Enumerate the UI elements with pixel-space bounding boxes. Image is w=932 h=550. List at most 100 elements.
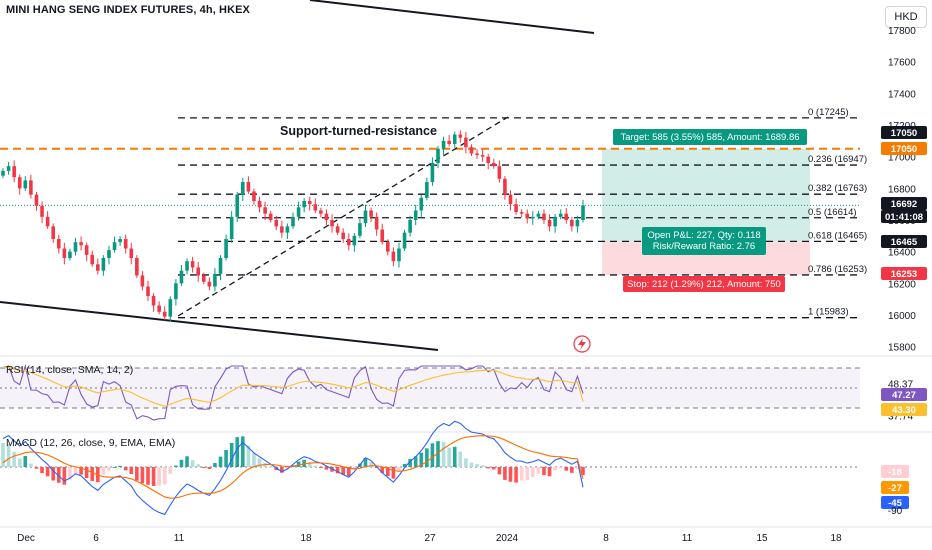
macd-histogram-bar xyxy=(1,442,5,467)
candle-body xyxy=(514,204,518,213)
macd-histogram-bar xyxy=(140,467,145,484)
macd-histogram-bar xyxy=(519,467,524,481)
candle-body xyxy=(346,239,351,246)
macd-histogram-bar xyxy=(397,467,401,472)
macd-histogram-bar xyxy=(224,449,228,467)
time-tick-label: 18 xyxy=(300,533,312,544)
candle-body xyxy=(179,270,184,284)
upper-channel-line xyxy=(309,0,595,34)
candle-body xyxy=(6,166,11,171)
macd-histogram-bar xyxy=(29,463,33,467)
stop-label-bg xyxy=(623,276,785,292)
open-pnl-label-text: Risk/Reward Ratio: 2.76 xyxy=(653,241,755,252)
candle-body xyxy=(157,305,161,312)
candle-body xyxy=(486,156,490,163)
price-badge: 16692 xyxy=(881,197,927,210)
candle-body xyxy=(90,254,95,265)
macd-histogram-bar xyxy=(307,462,312,467)
macd-badge-bg xyxy=(881,465,909,478)
candle-body xyxy=(497,166,502,179)
price-badge-bg xyxy=(881,197,927,210)
macd-histogram-bar xyxy=(430,443,435,467)
candle-body xyxy=(452,134,457,144)
macd-histogram-bar xyxy=(218,456,223,467)
macd-histogram-bar xyxy=(419,452,424,467)
macd-badge: -27 xyxy=(881,481,909,494)
macd-histogram-bar xyxy=(207,467,212,469)
candle-body xyxy=(570,220,574,227)
macd-histogram-bar xyxy=(380,467,385,473)
candle-body xyxy=(525,213,530,219)
macd-label[interactable]: MACD (12, 26, close, 9, EMA, EMA) xyxy=(6,437,176,449)
candle-body xyxy=(391,251,396,262)
macd-histogram-bar xyxy=(12,451,16,467)
macd-histogram-bar xyxy=(531,467,535,477)
price-badge-bg xyxy=(881,210,927,223)
candle-body xyxy=(313,204,318,211)
candle-body xyxy=(369,210,373,217)
candle-body xyxy=(558,213,563,217)
candle-body xyxy=(135,258,139,276)
macd-histogram-bar xyxy=(313,465,318,467)
rsi-label[interactable]: RSI (14, close, SMA, 14, 2) xyxy=(6,364,134,376)
candle-body xyxy=(218,258,223,274)
macd-histogram-bar xyxy=(84,467,89,479)
macd-histogram-bar xyxy=(257,458,262,467)
candle-body xyxy=(213,273,217,287)
macd-badge-text: -27 xyxy=(888,483,902,494)
candle-body xyxy=(274,220,279,227)
lower-channel-line xyxy=(0,301,439,351)
candle-body xyxy=(34,194,39,206)
macd-histogram-bar xyxy=(452,446,457,467)
candle-body xyxy=(101,258,106,271)
macd-histogram-bar xyxy=(341,467,345,475)
macd-histogram-bar xyxy=(469,462,474,467)
candle-body xyxy=(352,235,357,246)
macd-histogram-bar xyxy=(201,467,206,468)
candle-body xyxy=(151,296,156,306)
candle-body xyxy=(168,299,173,317)
candle-body xyxy=(140,275,145,287)
candle-body xyxy=(174,283,178,300)
candle-body xyxy=(319,210,323,214)
candle-body xyxy=(12,166,16,178)
candle-body xyxy=(68,251,72,258)
time-tick-label: 6 xyxy=(93,533,99,544)
macd-histogram-bar xyxy=(146,467,150,485)
price-badge-text: 16253 xyxy=(891,269,917,280)
macd-histogram-bar xyxy=(51,467,55,481)
candle-body xyxy=(536,213,541,217)
candle-body xyxy=(29,180,33,195)
macd-histogram-bar xyxy=(151,467,156,486)
rsi-badge: 47.27 xyxy=(881,388,927,401)
macd-histogram-bar xyxy=(503,467,507,480)
macd-histogram-bar xyxy=(157,467,161,486)
candle-body xyxy=(129,248,134,258)
rsi-tick-label: 48.37 xyxy=(888,379,913,390)
fib-level-label: 1 (15983) xyxy=(808,307,849,318)
macd-histogram-bar xyxy=(346,467,351,476)
rsi-badge-bg xyxy=(881,388,927,401)
annotation-text: Support-turned-resistance xyxy=(280,124,437,138)
macd-histogram-bar xyxy=(79,467,83,475)
macd-histogram-bar xyxy=(436,441,440,467)
macd-histogram-bar xyxy=(536,467,541,474)
candle-body xyxy=(224,239,228,258)
macd-histogram-bar xyxy=(391,467,396,479)
candle-body xyxy=(564,213,569,220)
candle-body xyxy=(503,178,507,195)
candle-body xyxy=(190,261,195,268)
macd-histogram-bar xyxy=(319,467,323,468)
macd-histogram-bar xyxy=(107,467,111,471)
candle-body xyxy=(335,226,340,233)
macd-histogram-bar xyxy=(241,436,245,467)
candle-body xyxy=(447,140,451,144)
macd-histogram-bar xyxy=(369,461,373,467)
currency-button[interactable]: HKD xyxy=(885,6,927,28)
candle-body xyxy=(425,182,429,198)
macd-histogram-bar xyxy=(425,448,429,467)
rsi-line xyxy=(2,363,584,421)
candle-body xyxy=(581,205,585,220)
price-badge-bg xyxy=(881,126,927,139)
